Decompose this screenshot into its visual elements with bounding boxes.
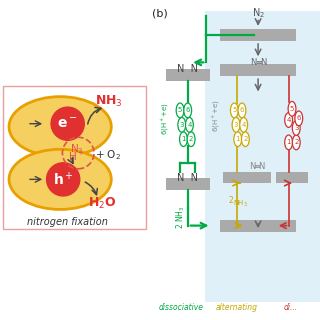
Text: 1: 1 [181, 136, 186, 142]
FancyBboxPatch shape [205, 11, 320, 302]
Text: ≡: ≡ [253, 162, 260, 171]
Text: e$^-$: e$^-$ [57, 117, 78, 131]
Text: 5: 5 [178, 108, 182, 113]
Circle shape [50, 107, 85, 141]
Text: N$_2$: N$_2$ [70, 142, 84, 156]
Text: 1: 1 [286, 140, 291, 145]
Text: H$^+$: H$^+$ [68, 149, 85, 163]
Text: 5: 5 [232, 108, 236, 113]
Circle shape [176, 103, 184, 118]
Circle shape [285, 135, 292, 150]
Circle shape [238, 103, 246, 118]
Text: 3: 3 [234, 122, 238, 128]
Text: N$_2$: N$_2$ [252, 6, 265, 20]
Text: N: N [249, 162, 255, 171]
FancyBboxPatch shape [223, 172, 271, 183]
Ellipse shape [9, 149, 111, 210]
Circle shape [288, 101, 296, 116]
Text: 2: 2 [294, 140, 299, 145]
Text: N  N: N N [177, 64, 198, 74]
FancyBboxPatch shape [166, 69, 210, 81]
Text: 2: 2 [189, 136, 193, 142]
Circle shape [178, 117, 186, 132]
Text: 6: 6 [297, 116, 301, 121]
Circle shape [180, 132, 188, 147]
Text: 4: 4 [242, 122, 246, 128]
Circle shape [184, 103, 192, 118]
Text: 6(H$^+$+e): 6(H$^+$+e) [160, 102, 171, 135]
Text: 4: 4 [286, 117, 291, 123]
Text: nitrogen fixation: nitrogen fixation [27, 217, 108, 227]
Circle shape [292, 135, 300, 150]
FancyBboxPatch shape [276, 172, 308, 183]
Text: dissociative: dissociative [158, 303, 204, 312]
Text: N: N [260, 58, 266, 67]
Text: 6(H$^+$+e): 6(H$^+$+e) [211, 99, 222, 132]
Circle shape [187, 132, 195, 147]
Text: 3: 3 [180, 122, 184, 128]
Text: alternating: alternating [216, 303, 258, 312]
Text: N  N: N N [177, 173, 198, 183]
Text: 2: 2 [243, 136, 248, 142]
Text: 2 NH$_3$: 2 NH$_3$ [175, 206, 188, 229]
Text: (b): (b) [152, 8, 168, 18]
Text: di...: di... [284, 303, 298, 312]
Text: 5: 5 [290, 106, 294, 112]
Circle shape [230, 103, 238, 118]
Text: NH$_3$: NH$_3$ [94, 94, 122, 109]
Text: 1: 1 [236, 136, 240, 142]
Text: H$_2$O: H$_2$O [88, 196, 116, 211]
Text: 6: 6 [186, 108, 190, 113]
Text: ≡: ≡ [255, 58, 262, 67]
Text: 2: 2 [228, 196, 233, 205]
Circle shape [232, 117, 240, 132]
Circle shape [295, 111, 303, 126]
Circle shape [46, 162, 80, 197]
Circle shape [292, 121, 300, 135]
Text: 3: 3 [294, 125, 299, 131]
FancyBboxPatch shape [166, 178, 210, 190]
FancyBboxPatch shape [220, 220, 296, 232]
Text: 6: 6 [240, 108, 244, 113]
Circle shape [285, 113, 292, 127]
Ellipse shape [9, 97, 111, 157]
Text: h$^+$: h$^+$ [53, 171, 74, 188]
Circle shape [186, 117, 193, 132]
FancyBboxPatch shape [220, 29, 296, 41]
Text: + O$_2$: + O$_2$ [95, 148, 121, 162]
FancyBboxPatch shape [220, 64, 296, 76]
Text: N: N [251, 58, 257, 67]
Text: NH$_3$: NH$_3$ [233, 198, 248, 209]
Circle shape [242, 132, 249, 147]
Circle shape [234, 132, 242, 147]
Circle shape [240, 117, 248, 132]
Text: 4: 4 [187, 122, 192, 128]
Text: N: N [258, 162, 264, 171]
